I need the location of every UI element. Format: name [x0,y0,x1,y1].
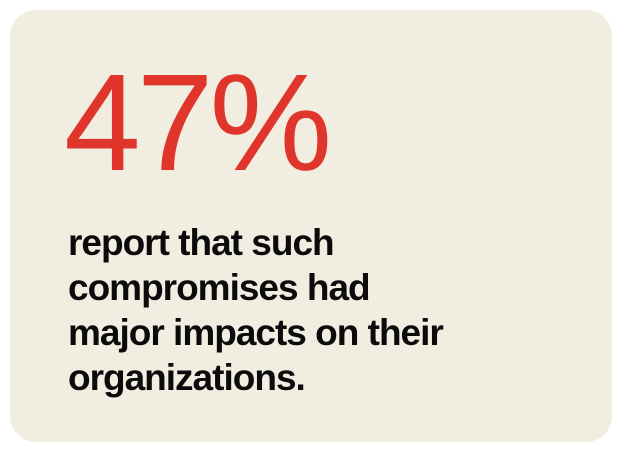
caption-line-4: organizations. [68,357,306,398]
stat-caption: report that such compromises had major i… [68,220,588,400]
caption-line-2: compromises had [68,267,371,308]
stat-card: 47% report that such compromises had maj… [10,10,612,442]
stat-percentage: 47% [64,46,332,200]
caption-line-3: major impacts on their [68,312,444,353]
caption-line-1: report that such [68,222,335,263]
